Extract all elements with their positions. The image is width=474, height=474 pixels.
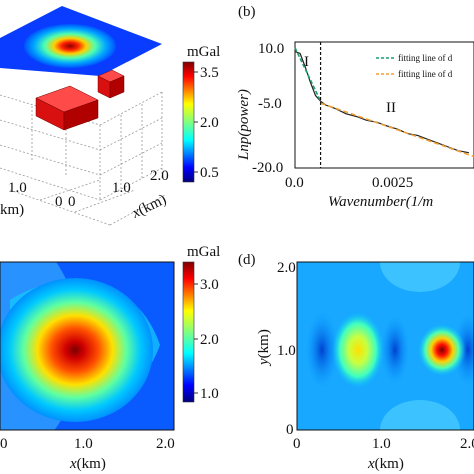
panel-b-y-tick-3: -20.0 <box>252 160 283 176</box>
panel-b-legend-entry-1: fitting line of d <box>398 53 453 63</box>
panel-a-y-label: km) <box>0 202 24 218</box>
panel-d-axes <box>296 261 474 431</box>
panel-b-series-fit-2 <box>320 102 474 158</box>
panel-b-region-2: II <box>386 100 396 116</box>
panel-d-x-tick-3: 2.0 <box>460 436 474 452</box>
panel-c-colorbar-tick-3: 1.0 <box>200 386 219 402</box>
panel-d-y-tick-1: 2.0 <box>277 260 296 276</box>
panel-a-prism-small <box>97 69 125 99</box>
panel-b-y-tick-1: 10.0 <box>258 41 284 57</box>
panel-d-label: (d) <box>238 252 256 268</box>
panel-c-colorbar-tick-1: 3.0 <box>200 277 219 293</box>
panel-a-colorbar-tick-2: 2.0 <box>200 115 219 131</box>
panel-c-heatmap <box>0 262 174 430</box>
panel-c: 0 1.0 2.0 x(km) mGal 3.0 2.0 1.0 <box>0 244 220 472</box>
panel-c-x-tick-1: 0 <box>0 436 8 452</box>
panel-a-x-label: x(km) <box>129 192 169 223</box>
panel-a-colorbar-unit: mGal <box>187 44 220 60</box>
panel-c-x-label: x(km) <box>69 456 106 472</box>
panel-c-colorbar <box>182 261 195 403</box>
panel-a-y-tick-1: 1.0 <box>8 180 27 196</box>
panel-b-legend-entry-2: fitting line of d <box>398 69 453 79</box>
panel-a-surface-anomaly <box>24 24 116 68</box>
panel-b-x-tick-2: 0.0025 <box>372 175 413 191</box>
panel-b-series-spectrum <box>294 50 470 154</box>
panel-c-colorbar-unit: mGal <box>187 244 220 260</box>
panel-b-series-fit-1 <box>294 47 322 102</box>
panel-a-x-tick-2: 1.0 <box>112 180 131 196</box>
panel-b-axes <box>294 41 474 169</box>
panel-d-x-tick-2: 1.0 <box>372 436 391 452</box>
panel-d-y-label: y(km) <box>256 329 272 367</box>
panel-c-colorbar-tick-2: 2.0 <box>200 332 219 348</box>
panel-b-region-1: I <box>304 54 309 70</box>
panel-a-colorbar-tick-1: 3.5 <box>200 65 219 81</box>
panel-d-x-label: x(km) <box>367 456 404 472</box>
panel-d-y-tick-3: 0 <box>286 422 294 438</box>
panel-b-x-tick-1: 0.0 <box>285 175 304 191</box>
panel-a-x-tick-3: 2.0 <box>150 168 169 184</box>
panel-b-legend: fitting line of d fitting line of d <box>376 53 453 79</box>
panel-b: (b) 10.0 -5.0 -20.0 0.0 0.0025 Lnp(power… <box>236 4 474 210</box>
panel-a: 1.0 0 0 1.0 2.0 km) x(km) mGal 3.5 2.0 0… <box>0 6 220 226</box>
panel-b-x-label: Wavenumber(1/m <box>328 194 433 210</box>
panel-b-y-label: Lnp(power) <box>236 89 252 161</box>
panel-d: (d) 2.0 1.0 0 0 1.0 2.0 y(km) x(km) <box>238 252 474 472</box>
panel-d-x-tick-1: 0 <box>293 436 301 452</box>
panel-c-x-tick-3: 2.0 <box>156 436 175 452</box>
panel-a-prism-large <box>35 85 99 131</box>
panel-d-y-tick-2: 1.0 <box>277 343 296 359</box>
panel-b-plot <box>294 42 474 168</box>
panel-b-y-tick-2: -5.0 <box>258 96 282 112</box>
panel-c-x-tick-2: 1.0 <box>74 436 93 452</box>
panel-b-label: (b) <box>238 4 256 20</box>
panel-a-colorbar-tick-3: 0.5 <box>200 165 219 181</box>
panel-d-heatmap <box>297 262 474 430</box>
panel-a-colorbar <box>182 61 195 183</box>
panel-a-y-tick-2: 0 <box>55 194 63 210</box>
panel-c-axes <box>0 261 175 431</box>
panel-a-x-tick-1: 0 <box>68 194 76 210</box>
